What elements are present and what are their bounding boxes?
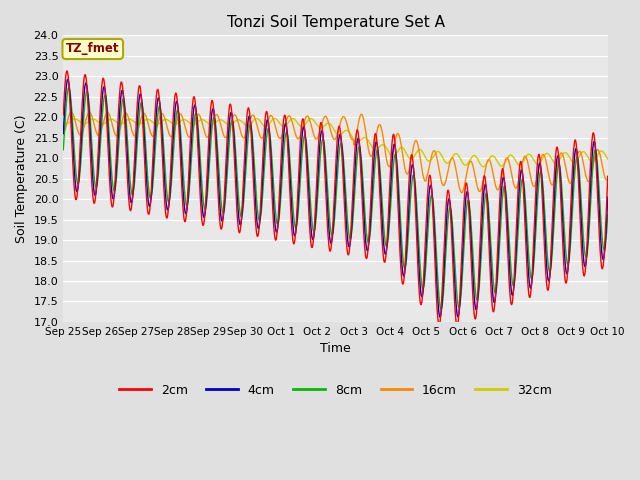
Title: Tonzi Soil Temperature Set A: Tonzi Soil Temperature Set A (227, 15, 445, 30)
X-axis label: Time: Time (320, 342, 351, 355)
Y-axis label: Soil Temperature (C): Soil Temperature (C) (15, 114, 28, 243)
Legend: 2cm, 4cm, 8cm, 16cm, 32cm: 2cm, 4cm, 8cm, 16cm, 32cm (115, 379, 557, 402)
Text: TZ_fmet: TZ_fmet (66, 43, 120, 56)
